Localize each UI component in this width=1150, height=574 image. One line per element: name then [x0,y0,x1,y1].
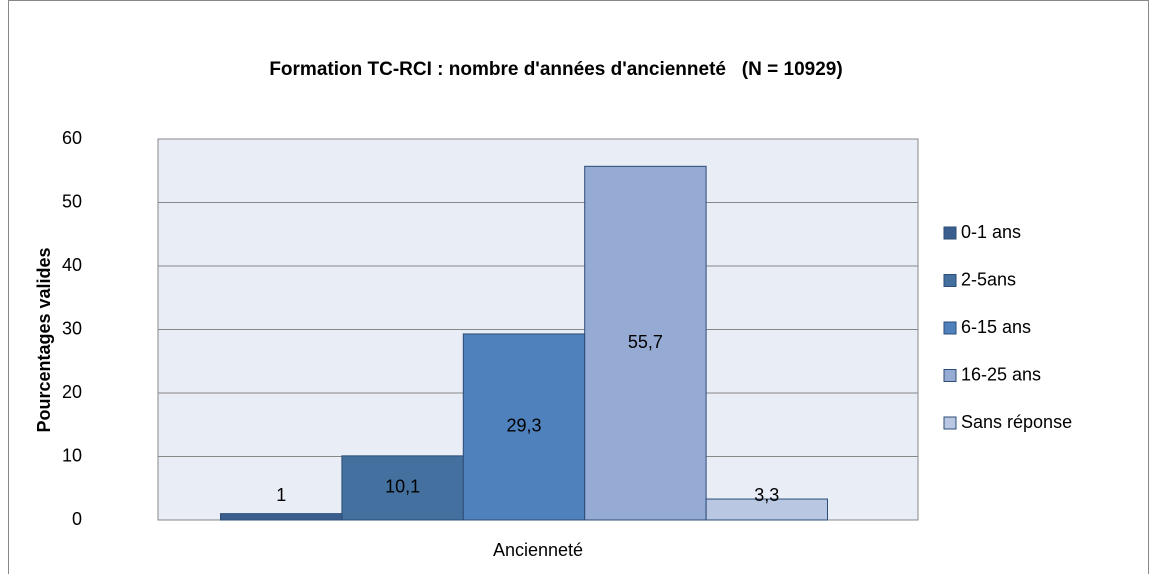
y-tick-label: 30 [62,318,82,338]
data-label: 55,7 [628,332,663,352]
chart-title: Formation TC-RCI : nombre d'années d'anc… [269,59,842,80]
y-tick-label: 50 [62,191,82,211]
y-tick-label: 20 [62,382,82,402]
data-label: 10,1 [385,477,420,497]
legend-swatch [943,369,957,382]
y-tick-label: 40 [62,255,82,275]
legend-label: 16-25 ans [961,364,1041,384]
x-axis-label: Ancienneté [493,540,583,560]
data-label: 29,3 [506,416,541,436]
legend-label: 6-15 ans [961,317,1031,337]
legend-swatch [943,321,957,335]
bar [462,333,586,521]
legend-swatch [943,274,957,287]
data-label: 1 [276,485,286,505]
legend-label: 2-5ans [961,269,1016,289]
bar [341,455,464,521]
y-axis-label: Pourcentages valides [34,247,54,432]
y-tick-label: 0 [72,509,82,529]
legend-swatch [943,226,957,240]
bar [705,498,828,521]
legend-label: Sans réponse [961,412,1072,432]
data-label: 3,3 [754,485,779,505]
legend-swatch [943,416,957,430]
legend-label: 0-1 ans [961,222,1021,242]
y-tick-label: 60 [62,128,82,148]
bar [584,165,707,521]
y-tick-label: 10 [62,445,82,465]
bar [220,513,343,521]
